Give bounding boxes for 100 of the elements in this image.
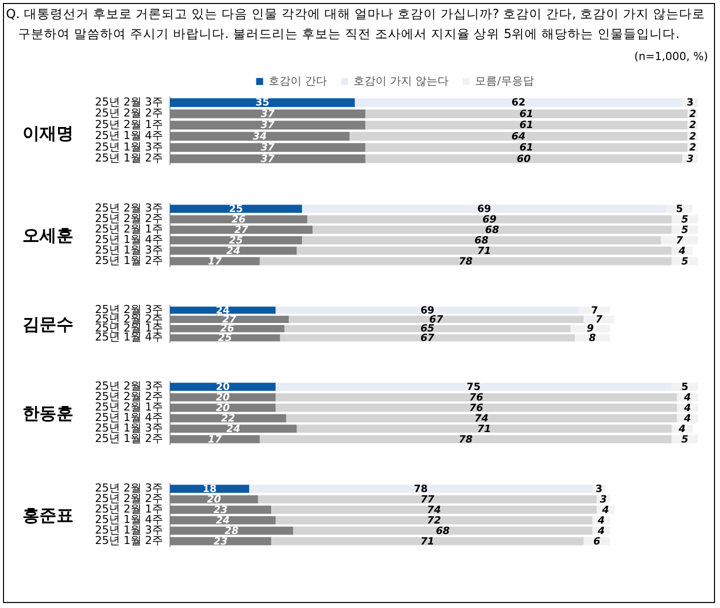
bar [296,246,672,255]
data-label: 68 [485,224,500,236]
y-tick-label: 25년 1월 2주 [94,534,163,548]
data-label: 4 [601,504,610,516]
legend-label: 호감이 가지 않는다 [354,74,449,88]
bar [307,215,672,224]
bar [365,143,688,152]
y-tick-label: 25년 1월 2주 [94,152,163,165]
bar [170,506,272,514]
bar [170,382,276,391]
bar [312,226,672,234]
bar [170,109,366,118]
data-label: 23 [214,536,228,548]
y-axis-title: 오세훈 [22,224,74,246]
bar [170,414,286,422]
data-label: 68 [436,526,450,537]
y-tick-label: 25년 2월 1주 [94,400,163,414]
data-label: 23 [214,504,228,516]
data-label: 3 [596,484,603,495]
data-label: 74 [474,413,489,424]
bar [170,393,276,402]
bar [170,316,289,323]
data-label: 67 [429,314,444,326]
data-label: 17 [208,256,222,268]
bar [170,306,276,314]
bar [170,424,297,433]
bar [170,246,297,255]
data-label: 20 [207,494,221,506]
data-label: 78 [458,434,473,446]
data-label: 68 [474,235,489,246]
data-label: 24 [226,424,240,435]
data-label: 20 [216,382,230,393]
data-label: 4 [682,402,691,414]
data-label: 64 [512,131,526,142]
data-label: 69 [477,204,492,215]
data-label: 37 [260,142,275,154]
bar [170,98,355,107]
data-label: 22 [221,413,236,424]
data-label: 61 [519,120,534,132]
data-label: 20 [216,392,230,404]
bar [286,414,677,422]
bar [170,537,272,546]
bar [170,154,366,164]
data-label: 26 [232,214,246,226]
data-label: 2 [689,120,696,132]
data-label: 28 [224,526,239,537]
data-label: 7 [676,235,684,246]
bar [170,516,276,524]
bar [170,257,260,266]
bar [350,132,688,141]
y-tick-label: 25년 1월 2주 [94,432,163,446]
data-label: 4 [596,526,605,537]
bar [365,109,688,118]
data-label: 5 [681,224,688,236]
data-label: 24 [226,246,240,257]
legend-label: 모름/무응답 [475,74,534,88]
bar [170,215,308,224]
y-tick-label: 25년 1월 4주 [94,129,163,142]
data-label: 78 [414,484,428,495]
data-label: 17 [208,434,222,446]
bar [288,316,584,323]
bar [170,325,284,332]
y-tick-label: 25년 2월 2주 [94,492,163,506]
data-label: 37 [260,108,275,120]
data-label: 9 [586,324,594,335]
bar [302,236,662,244]
data-label: 7 [596,314,603,326]
data-label: 27 [234,224,248,236]
data-label: 4 [596,515,605,526]
bar [284,325,570,332]
bar [170,132,350,141]
y-tick-label: 25년 1월 3주 [94,524,163,537]
data-label: 3 [686,154,694,165]
data-label: 37 [260,120,275,132]
data-label: 4 [678,424,686,435]
y-axis-title: 한동훈 [22,402,74,424]
data-label: 5 [681,434,688,446]
data-label: 18 [202,484,217,495]
y-tick-label: 25년 2월 2주 [94,106,163,120]
bar [170,435,260,444]
y-tick-label: 25년 2월 1주 [94,502,163,516]
data-label: 76 [469,392,484,404]
data-label: 4 [682,392,691,404]
data-label: 24 [216,305,230,316]
data-label: 24 [216,515,230,526]
data-label: 25 [229,204,243,215]
data-label: 34 [252,131,267,142]
data-label: 62 [512,98,526,109]
data-label: 5 [681,382,688,393]
y-tick-label: 25년 2월 3주 [94,482,163,495]
data-label: 71 [477,424,492,435]
data-label: 71 [477,246,492,257]
data-label: 74 [427,504,441,516]
y-tick-label: 25년 2월 3주 [94,202,163,215]
data-label: 7 [591,305,598,316]
bar [170,143,366,152]
bar [293,526,592,535]
data-label: 8 [588,332,596,344]
data-label: 75 [466,382,481,393]
data-label: 69 [420,305,434,316]
